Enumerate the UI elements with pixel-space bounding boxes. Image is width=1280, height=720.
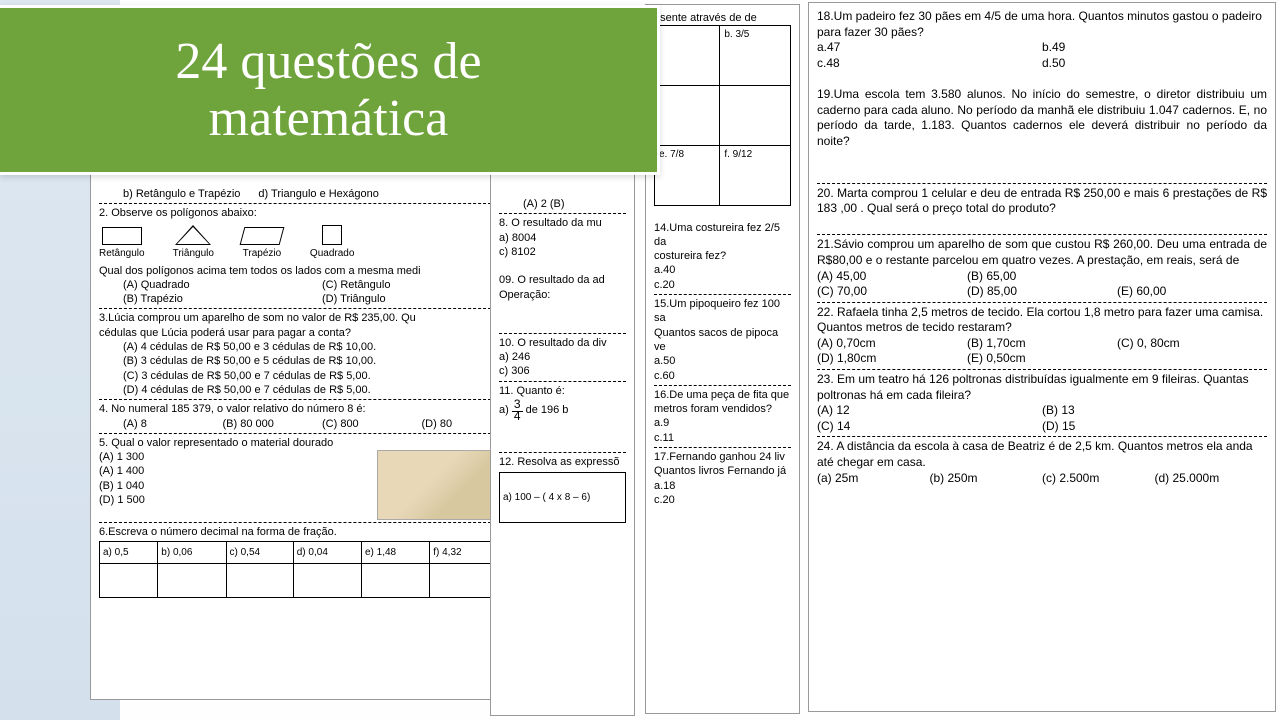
q24-text: 24. A distância da escola à casa de Beat… [817, 439, 1267, 470]
q2-opt-a: (A) Quadrado [123, 278, 322, 292]
q22-text: 22. Rafaela tinha 2,5 metros de tecido. … [817, 305, 1267, 336]
q3-opt-a: (A) 4 cédulas de R$ 50,00 e 3 cédulas de… [99, 340, 521, 354]
q24-opt-d: (d) 25.000m [1155, 471, 1268, 487]
q11-text: 11. Quanto é: [499, 384, 626, 398]
q18-opt-c: c.48 [817, 56, 1042, 72]
q23-text: 23. Em um teatro há 126 poltronas distri… [817, 372, 1267, 403]
q15-text: 15.Um pipoqueiro fez 100 sa [654, 297, 791, 326]
q24-opt-c: (c) 2.500m [1042, 471, 1155, 487]
q21-text: 21.Sávio comprou um aparelho de som que … [817, 237, 1267, 268]
title-banner: 24 questões de matemática [0, 5, 660, 175]
q17-text: 17.Fernando ganhou 24 liv [654, 450, 791, 464]
q2-opt-b: (B) Trapézio [123, 292, 322, 306]
banner-line-2: matemática [209, 90, 449, 147]
q4-opt-a: (A) 8 [123, 417, 223, 431]
q18-opt-d: d.50 [1042, 56, 1267, 72]
q21-opt-c: (C) 70,00 [817, 284, 967, 300]
q3-opt-d: (D) 4 cédulas de R$ 50,00 e 7 cédulas de… [99, 383, 521, 397]
q23-opt-b: (B) 13 [1042, 403, 1267, 419]
q10-text: 10. O resultado da div [499, 336, 626, 350]
q18-opt-a: a.47 [817, 40, 1042, 56]
polygon-shapes: Retângulo Triângulo Trapézio Quadrado [99, 225, 521, 260]
banner-line-1: 24 questões de [175, 33, 481, 90]
fraction-table: b. 3/5 e. 7/8f. 9/12 [654, 25, 791, 206]
q19-text: 19.Uma escola tem 3.580 alunos. No iníci… [817, 87, 1267, 149]
q18-text: 18.Um padeiro fez 30 pães em 4/5 de uma … [817, 9, 1267, 40]
q18-opt-b: b.49 [1042, 40, 1267, 56]
q22-opt-e: (E) 0,50cm [967, 351, 1117, 367]
q3-opt-b: (B) 3 cédulas de R$ 50,00 e 5 cédulas de… [99, 354, 521, 368]
q1-opt-d: d) Triangulo e Hexágono [258, 187, 378, 201]
worksheet-page-3: esente através de de b. 3/5 e. 7/8f. 9/1… [645, 4, 800, 714]
q4-opt-c: (C) 800 [322, 417, 422, 431]
q22-opt-c: (C) 0, 80cm [1117, 336, 1267, 352]
q21-opt-b: (B) 65,00 [967, 269, 1117, 285]
q22-opt-a: (A) 0,70cm [817, 336, 967, 352]
q23-opt-c: (C) 14 [817, 419, 1042, 435]
q2-question: Qual dos polígonos acima tem todos os la… [99, 264, 521, 278]
q23-opt-d: (D) 15 [1042, 419, 1267, 435]
q5-text: 5. Qual o valor representado o material … [99, 436, 521, 450]
q2-title: 2. Observe os polígonos abaixo: [99, 206, 521, 220]
q22-opt-b: (B) 1,70cm [967, 336, 1117, 352]
q16-text: 16.De uma peça de fita que [654, 388, 791, 402]
q11-opt-a: a) 34 de 196 b [499, 398, 626, 422]
q22-opt-d: (D) 1,80cm [817, 351, 967, 367]
q4-opt-b: (B) 80 000 [223, 417, 323, 431]
q4-text: 4. No numeral 185 379, o valor relativo … [99, 402, 521, 416]
worksheet-page-4: 18.Um padeiro fez 30 pães em 4/5 de uma … [808, 2, 1276, 712]
q8-text: 8. O resultado da mu [499, 216, 626, 230]
q6-table: a) 0,5b) 0,06 c) 0,54d) 0,04 e) 1,48f) 4… [99, 541, 521, 598]
q24-opt-a: (a) 25m [817, 471, 930, 487]
q21-opt-a: (A) 45,00 [817, 269, 967, 285]
q21-opt-d: (D) 85,00 [967, 284, 1117, 300]
q21-opt-e: (E) 60,00 [1117, 284, 1267, 300]
q14-text: 14.Uma costureira fez 2/5 da [654, 221, 791, 250]
q3-opt-c: (C) 3 cédulas de R$ 50,00 e 7 cédulas de… [99, 369, 521, 383]
q12-cell-a: a) 100 – ( 4 x 8 – 6) [500, 472, 626, 522]
q9-text: 09. O resultado da ad [499, 273, 626, 287]
q1-opt-b: b) Retângulo e Trapézio [99, 187, 240, 201]
q23-opt-a: (A) 12 [817, 403, 1042, 419]
q6-text: 6.Escreva o número decimal na forma de f… [99, 525, 521, 539]
q24-opt-b: (b) 250m [930, 471, 1043, 487]
q20-text: 20. Marta comprou 1 celular e deu de ent… [817, 186, 1267, 217]
q3-text: 3.Lúcia comprou um aparelho de som no va… [99, 311, 521, 325]
q12-text: 12. Resolva as expressõ [499, 455, 626, 469]
